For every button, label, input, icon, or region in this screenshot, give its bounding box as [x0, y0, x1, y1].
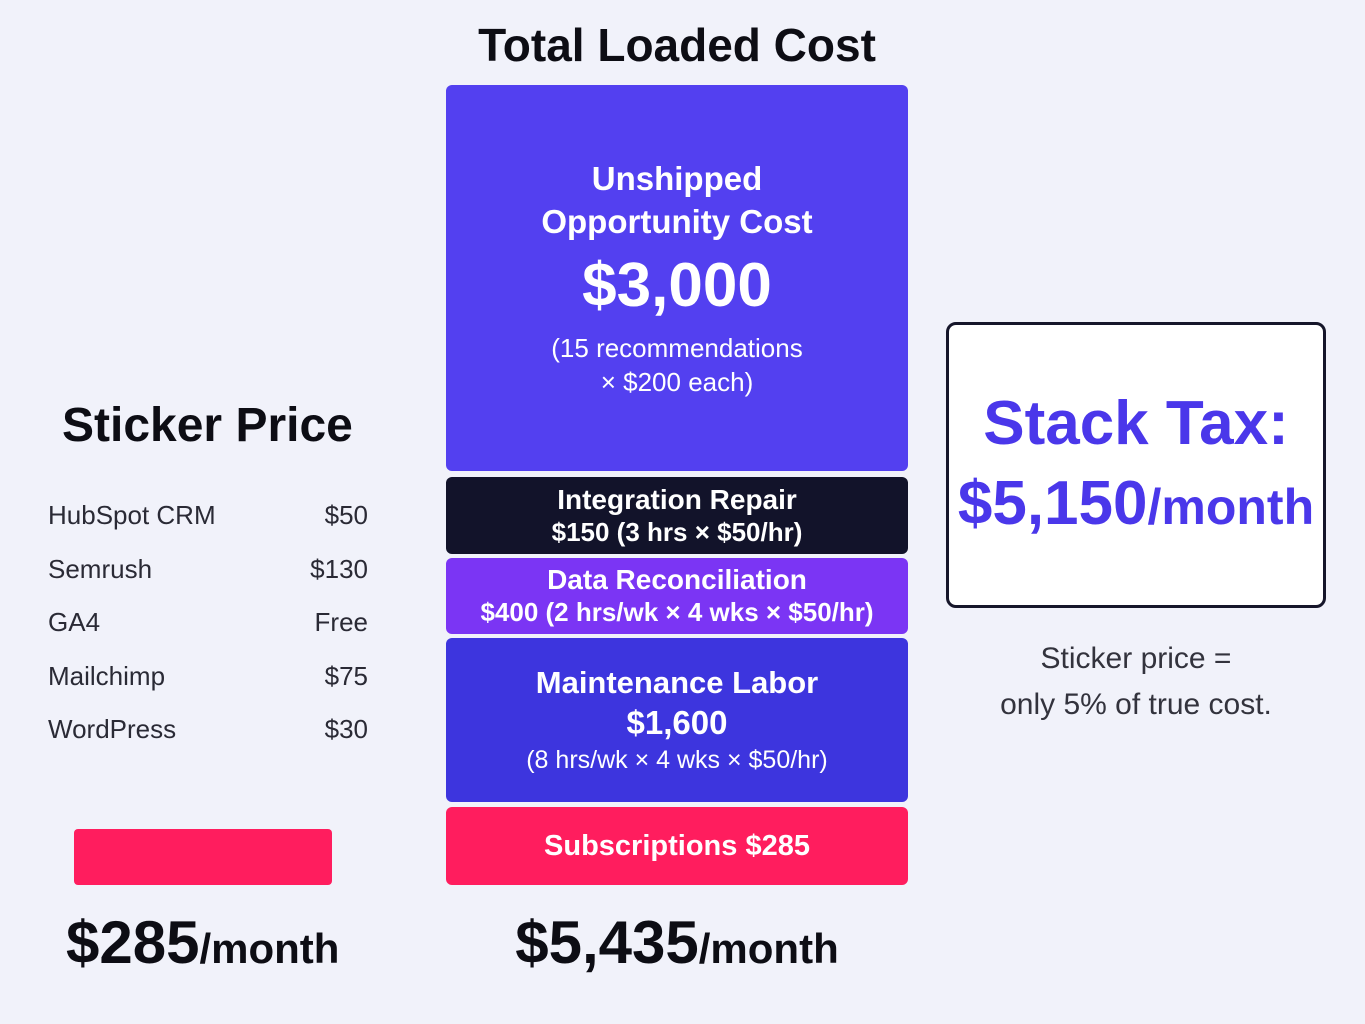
- sticker-note-line2: only 5% of true cost.: [1000, 688, 1272, 721]
- tool-name: Semrush: [48, 553, 153, 584]
- total-loaded-unit: /month: [698, 925, 839, 972]
- subscriptions-block: Subscriptions $285: [446, 807, 908, 885]
- tool-price: $130: [310, 553, 368, 584]
- tool-name: Mailchimp: [48, 660, 166, 691]
- stack-tax-value: $5,150/month: [958, 464, 1314, 547]
- maintenance-labor-block: Maintenance Labor $1,600 (8 hrs/wk × 4 w…: [446, 638, 908, 802]
- maintenance-amount: $1,600: [626, 704, 728, 741]
- stack-tax-box: Stack Tax: $5,150/month: [946, 322, 1326, 608]
- list-item: GA4 Free: [48, 599, 368, 653]
- tool-name: WordPress: [48, 714, 177, 744]
- sticker-note: Sticker price = only 5% of true cost.: [946, 636, 1326, 728]
- tool-name: GA4: [48, 607, 101, 637]
- sticker-total-amount: $285: [66, 909, 200, 976]
- tool-price: $75: [324, 660, 368, 691]
- reconciliation-title: Data Reconciliation: [547, 564, 807, 595]
- opportunity-amount: $3,000: [582, 251, 772, 320]
- sticker-total-unit: /month: [199, 925, 340, 972]
- tool-price: $30: [324, 714, 368, 744]
- integration-title: Integration Repair: [557, 483, 797, 515]
- sticker-price-title: Sticker Price: [62, 399, 353, 452]
- subscriptions-label: Subscriptions $285: [544, 829, 810, 862]
- sticker-price-bar: [74, 829, 332, 885]
- data-reconciliation-block: Data Reconciliation $400 (2 hrs/wk × 4 w…: [446, 558, 908, 634]
- opportunity-cost-block: Unshipped Opportunity Cost $3,000 (15 re…: [446, 85, 908, 471]
- list-item: HubSpot CRM $50: [48, 492, 368, 546]
- integration-repair-block: Integration Repair $150 (3 hrs × $50/hr): [446, 477, 908, 554]
- total-loaded-cost-total: $5,435/month: [446, 908, 908, 978]
- opportunity-title-line1: Unshipped: [591, 160, 763, 197]
- tool-price: Free: [314, 607, 368, 637]
- total-loaded-cost-title: Total Loaded Cost: [478, 19, 876, 71]
- sticker-note-line1: Sticker price =: [1040, 642, 1232, 675]
- tool-name: HubSpot CRM: [48, 500, 216, 530]
- sticker-price-total: $285/month: [66, 908, 386, 978]
- stack-tax-amount: $5,150: [957, 468, 1148, 538]
- stack-tax-label: Stack Tax:: [983, 388, 1289, 458]
- list-item: WordPress $30: [48, 706, 368, 760]
- total-loaded-amount: $5,435: [515, 909, 699, 976]
- maintenance-detail: (8 hrs/wk × 4 wks × $50/hr): [526, 746, 828, 774]
- stack-tax-unit: /month: [1147, 478, 1315, 535]
- opportunity-detail-line2: × $200 each): [600, 367, 754, 397]
- integration-detail: $150 (3 hrs × $50/hr): [551, 516, 803, 547]
- maintenance-title: Maintenance Labor: [535, 665, 819, 700]
- tool-price: $50: [324, 500, 368, 530]
- opportunity-title-line2: Opportunity Cost: [541, 203, 813, 240]
- opportunity-detail-line1: (15 recommendations: [551, 333, 803, 363]
- reconciliation-detail: $400 (2 hrs/wk × 4 wks × $50/hr): [480, 597, 874, 627]
- list-item: Mailchimp $75: [48, 653, 368, 707]
- sticker-price-list: HubSpot CRM $50 Semrush $130 GA4 Free Ma…: [48, 492, 368, 760]
- list-item: Semrush $130: [48, 546, 368, 600]
